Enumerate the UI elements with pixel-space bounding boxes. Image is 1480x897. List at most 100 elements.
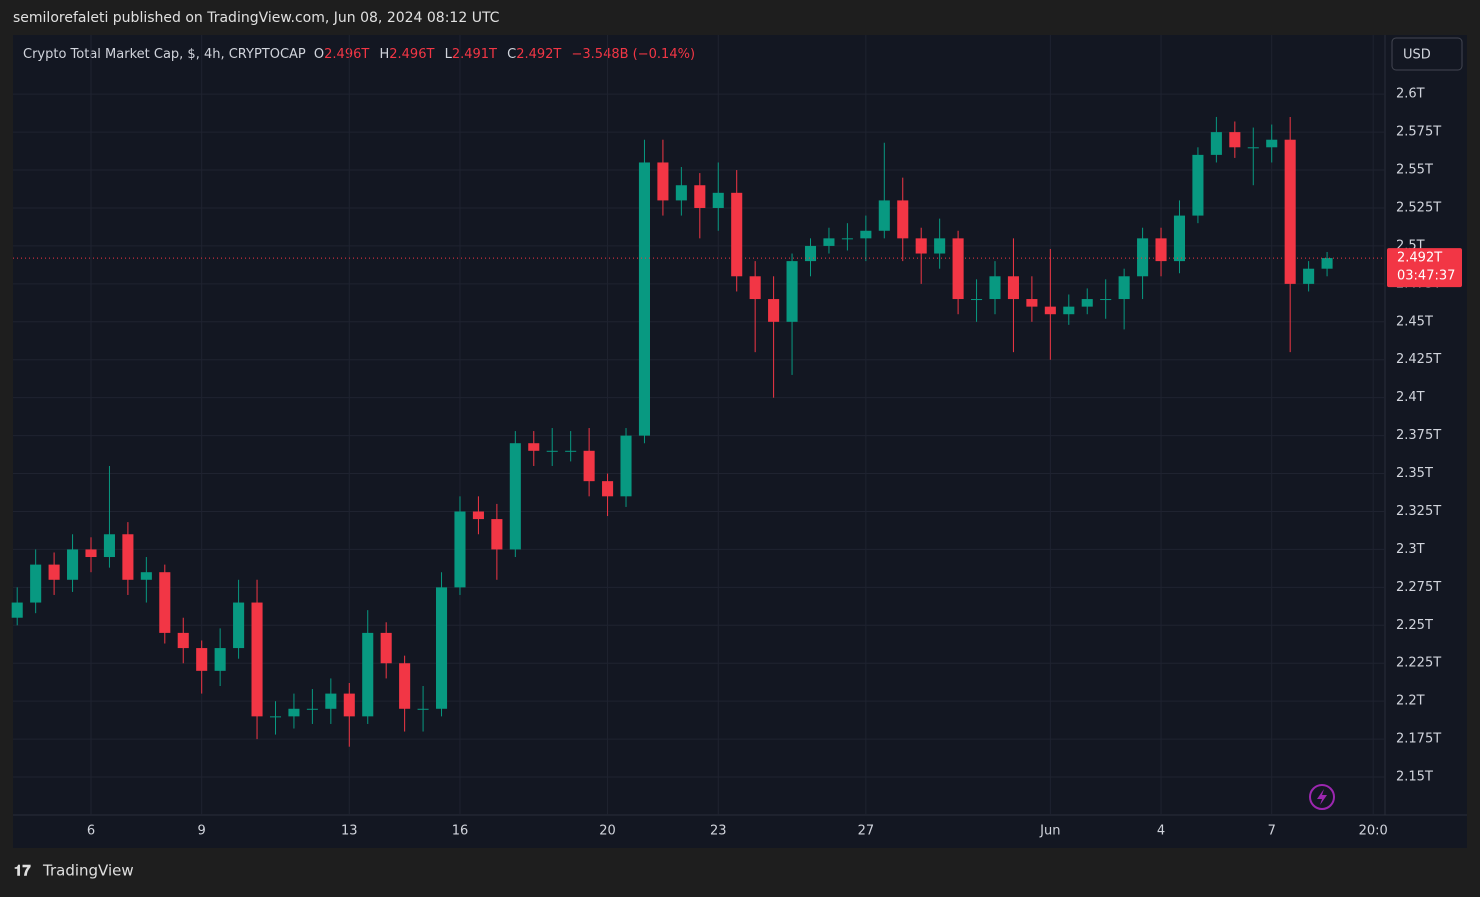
y-tick-label: 2.575T bbox=[1396, 125, 1441, 140]
candle-body bbox=[971, 299, 983, 301]
open-key: O bbox=[314, 47, 324, 62]
open-value: 2.496T bbox=[324, 47, 369, 62]
candle-body bbox=[565, 450, 577, 452]
candle-body bbox=[897, 200, 909, 239]
candle-body bbox=[1081, 299, 1093, 307]
countdown: 03:47:37 bbox=[1397, 269, 1455, 284]
candle-body bbox=[306, 708, 318, 710]
candle-body bbox=[823, 238, 835, 246]
y-tick-label: 2.2T bbox=[1396, 694, 1425, 709]
candle-body bbox=[602, 481, 614, 497]
candle-body bbox=[1118, 276, 1130, 300]
candle-body bbox=[251, 602, 263, 717]
candle-body bbox=[380, 632, 392, 664]
candle-body bbox=[67, 549, 79, 580]
y-tick-label: 2.55T bbox=[1396, 163, 1433, 178]
candle-body bbox=[749, 276, 761, 300]
candle-body bbox=[399, 663, 411, 709]
candle-body bbox=[694, 185, 706, 208]
alert-icon[interactable] bbox=[1309, 784, 1335, 810]
candle-body bbox=[1303, 268, 1315, 284]
x-tick-label: 4 bbox=[1157, 824, 1165, 839]
low-key: L bbox=[445, 47, 453, 62]
candle-body bbox=[952, 238, 964, 300]
candle-body bbox=[269, 716, 282, 718]
candle-body bbox=[1284, 139, 1296, 284]
x-tick-label: 23 bbox=[710, 824, 727, 839]
candle-body bbox=[140, 572, 152, 580]
candle-body bbox=[1266, 139, 1278, 148]
candle-body bbox=[1192, 154, 1204, 216]
y-tick-label: 2.325T bbox=[1396, 504, 1441, 519]
candle-body bbox=[989, 276, 1001, 300]
candle-body bbox=[804, 245, 817, 262]
candle-body bbox=[1007, 276, 1019, 300]
candle-body bbox=[1173, 215, 1186, 262]
candle-body bbox=[1063, 306, 1075, 315]
low-value: 2.491T bbox=[452, 47, 497, 62]
x-tick-label: 7 bbox=[1268, 824, 1276, 839]
candle-body bbox=[583, 450, 595, 482]
y-tick-label: 2.45T bbox=[1396, 314, 1433, 329]
candle-body bbox=[546, 450, 558, 452]
legend: Crypto Total Market Cap, $, 4h, CRYPTOCA… bbox=[23, 47, 695, 62]
candle-body bbox=[841, 238, 853, 240]
candle-body bbox=[1026, 299, 1038, 307]
symbol-name: Crypto Total Market Cap, $, 4h, CRYPTOCA… bbox=[23, 47, 306, 62]
y-tick-label: 2.4T bbox=[1396, 390, 1425, 405]
candle-body bbox=[731, 192, 743, 277]
candle-body bbox=[417, 708, 429, 710]
candle-body bbox=[657, 162, 669, 201]
y-tick-label: 2.425T bbox=[1396, 352, 1441, 367]
candle-body bbox=[528, 443, 540, 451]
candle-body bbox=[1044, 306, 1056, 315]
candle-body bbox=[786, 261, 798, 322]
candle-body bbox=[85, 549, 97, 558]
currency-button[interactable] bbox=[1391, 37, 1463, 71]
candle-body bbox=[1321, 258, 1333, 269]
candle-body bbox=[362, 632, 374, 717]
candle-body bbox=[491, 519, 503, 550]
close-value: 2.492T bbox=[516, 47, 561, 62]
candle-body bbox=[1137, 238, 1149, 277]
candle-body bbox=[1247, 147, 1259, 149]
last-price-label: 2.492T bbox=[1397, 251, 1442, 266]
y-tick-label: 2.525T bbox=[1396, 200, 1441, 215]
publish-header: semilorefaleti published on TradingView.… bbox=[13, 10, 500, 26]
candle-body bbox=[712, 192, 724, 208]
plot: 2.15T 2.175T 2.2T 2.225T 2.25T 2.275T 2.3T 2.32… bbox=[11, 35, 1462, 839]
candle-body bbox=[1210, 132, 1222, 155]
y-tick-label: 2.3T bbox=[1396, 542, 1425, 557]
y-tick-label: 2.375T bbox=[1396, 428, 1441, 443]
candle-body bbox=[325, 693, 337, 709]
x-tick-label: 20:0 bbox=[1359, 824, 1388, 839]
candle-body bbox=[675, 185, 687, 201]
y-tick-label: 2.225T bbox=[1396, 656, 1441, 671]
high-key: H bbox=[379, 47, 389, 62]
alert-bolt bbox=[1317, 789, 1327, 805]
x-tick-label: 13 bbox=[341, 824, 358, 839]
x-tick-label: 20 bbox=[599, 824, 616, 839]
candle-body bbox=[768, 299, 780, 322]
candle-body bbox=[343, 693, 355, 717]
chart-panel bbox=[13, 35, 1467, 848]
candle-body bbox=[233, 602, 245, 649]
x-tick-label: Jun bbox=[1039, 824, 1060, 839]
last-price-box bbox=[1387, 248, 1462, 288]
close-key: C bbox=[507, 47, 516, 62]
candle-body bbox=[214, 648, 226, 671]
candle-body bbox=[177, 632, 189, 649]
currency-label[interactable]: USD bbox=[1403, 48, 1431, 63]
candle-body bbox=[472, 511, 484, 520]
change-value: −3.548B (−0.14%) bbox=[572, 47, 696, 62]
candle-body bbox=[1155, 238, 1167, 262]
x-tick-label: 9 bbox=[198, 824, 206, 839]
y-tick-label: 2.25T bbox=[1396, 618, 1433, 633]
y-tick-label: 2.15T bbox=[1396, 770, 1433, 785]
candle-body bbox=[435, 587, 448, 709]
x-tick-label: 16 bbox=[452, 824, 469, 839]
candle-body bbox=[915, 238, 927, 254]
x-tick-label: 6 bbox=[87, 824, 95, 839]
y-tick-label: 2.35T bbox=[1396, 466, 1433, 481]
